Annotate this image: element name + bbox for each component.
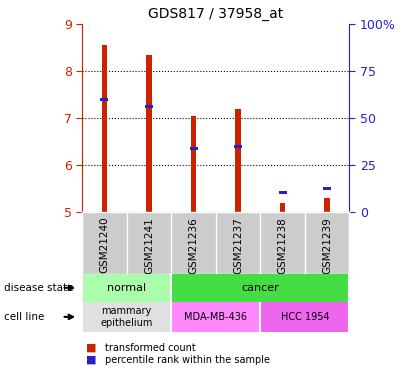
Bar bbox=[171, 302, 260, 332]
Bar bbox=[145, 105, 153, 108]
Text: cell line: cell line bbox=[4, 312, 44, 322]
Text: MDA-MB-436: MDA-MB-436 bbox=[184, 312, 247, 322]
Bar bbox=[279, 190, 286, 194]
Bar bbox=[82, 274, 171, 302]
Text: cancer: cancer bbox=[241, 283, 279, 293]
Bar bbox=[260, 302, 349, 332]
Bar bbox=[191, 116, 196, 212]
Text: normal: normal bbox=[107, 283, 146, 293]
Bar bbox=[323, 187, 331, 190]
Bar bbox=[234, 145, 242, 148]
Bar bbox=[82, 302, 171, 332]
Text: ■: ■ bbox=[86, 343, 97, 352]
Text: GSM21240: GSM21240 bbox=[99, 217, 109, 273]
Bar bbox=[146, 55, 152, 212]
Bar bbox=[100, 98, 109, 101]
Title: GDS817 / 37958_at: GDS817 / 37958_at bbox=[148, 7, 284, 21]
Text: GSM21238: GSM21238 bbox=[277, 217, 288, 274]
Text: mammary
epithelium: mammary epithelium bbox=[101, 306, 153, 328]
Text: GSM21241: GSM21241 bbox=[144, 217, 154, 274]
Bar bbox=[236, 109, 241, 212]
Text: disease state: disease state bbox=[4, 283, 74, 293]
Bar bbox=[102, 45, 107, 212]
Text: percentile rank within the sample: percentile rank within the sample bbox=[105, 355, 270, 364]
Bar bbox=[324, 198, 330, 212]
Bar bbox=[171, 274, 349, 302]
Text: transformed count: transformed count bbox=[105, 343, 196, 352]
Text: HCC 1954: HCC 1954 bbox=[281, 312, 329, 322]
Text: GSM21237: GSM21237 bbox=[233, 217, 243, 274]
Text: ■: ■ bbox=[86, 355, 97, 364]
Text: GSM21236: GSM21236 bbox=[189, 217, 199, 274]
Bar bbox=[280, 202, 285, 212]
Bar bbox=[189, 147, 198, 150]
Text: GSM21239: GSM21239 bbox=[322, 217, 332, 274]
